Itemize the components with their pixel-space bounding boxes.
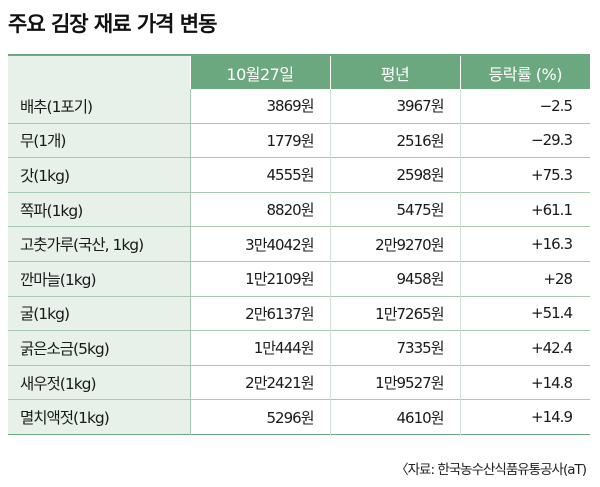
change-rate: +75.3 <box>459 157 590 193</box>
price-average: 1만7265원 <box>329 295 460 331</box>
price-average: 1만9527원 <box>329 364 460 400</box>
change-rate: +61.1 <box>459 191 590 227</box>
table-row: 굴(1kg) 2만6137원 1만7265원 +51.4 <box>8 295 590 331</box>
change-rate: +42.4 <box>459 330 590 366</box>
price-average: 2516원 <box>329 122 460 158</box>
item-name: 고춧가루(국산, 1kg) <box>8 226 190 262</box>
item-name: 갓(1kg) <box>8 157 190 193</box>
price-oct27: 5296원 <box>189 399 330 435</box>
price-average: 4610원 <box>329 399 460 435</box>
table-row: 쪽파(1kg) 8820원 5475원 +61.1 <box>8 191 590 227</box>
table-row: 새우젓(1kg) 2만2421원 1만9527원 +14.8 <box>8 364 590 400</box>
price-oct27: 3만4042원 <box>189 226 330 262</box>
price-oct27: 1779원 <box>189 122 330 158</box>
price-average: 5475원 <box>329 191 460 227</box>
item-name: 배추(1포기) <box>8 89 190 124</box>
price-average: 2만9270원 <box>329 226 460 262</box>
price-average: 2598원 <box>329 157 460 193</box>
table-row: 배추(1포기) 3869원 3967원 −2.5 <box>8 89 590 124</box>
change-rate: −29.3 <box>459 122 590 158</box>
table-row: 무(1개) 1779원 2516원 −29.3 <box>8 122 590 158</box>
item-name: 굵은소금(5kg) <box>8 330 190 366</box>
page-title: 주요 김장 재료 가격 변동 <box>8 12 217 36</box>
table-row: 갓(1kg) 4555원 2598원 +75.3 <box>8 157 590 193</box>
change-rate: −2.5 <box>459 89 590 124</box>
source-note: 〈자료: 한국농수산식품유통공사(aT) <box>395 462 587 478</box>
header-change-rate: 등락률 (%) <box>459 55 590 89</box>
table-row: 굵은소금(5kg) 1만444원 7335원 +42.4 <box>8 330 590 366</box>
item-name: 새우젓(1kg) <box>8 364 190 400</box>
price-oct27: 3869원 <box>189 89 330 124</box>
change-rate: +14.9 <box>459 399 590 435</box>
change-rate: +51.4 <box>459 295 590 331</box>
price-table: 10월27일 평년 등락률 (%) 배추(1포기) 3869원 3967원 −2… <box>8 54 590 435</box>
price-oct27: 8820원 <box>189 191 330 227</box>
item-name: 굴(1kg) <box>8 295 190 331</box>
item-name: 멸치액젓(1kg) <box>8 399 190 435</box>
header-oct27: 10월27일 <box>189 55 330 89</box>
change-rate: +16.3 <box>459 226 590 262</box>
price-oct27: 2만6137원 <box>189 295 330 331</box>
price-oct27: 4555원 <box>189 157 330 193</box>
change-rate: +14.8 <box>459 364 590 400</box>
price-average: 7335원 <box>329 330 460 366</box>
price-oct27: 1만2109원 <box>189 260 330 297</box>
price-oct27: 1만444원 <box>189 330 330 366</box>
table-row: 고춧가루(국산, 1kg) 3만4042원 2만9270원 +16.3 <box>8 226 590 262</box>
price-average: 3967원 <box>329 89 460 124</box>
item-name: 무(1개) <box>8 122 190 158</box>
price-average: 9458원 <box>329 260 460 297</box>
header-average: 평년 <box>329 55 460 89</box>
table-row: 깐마늘(1kg) 1만2109원 9458원 +28 <box>8 260 590 297</box>
price-oct27: 2만2421원 <box>189 364 330 400</box>
table-header-row: 10월27일 평년 등락률 (%) <box>8 55 590 89</box>
table-row: 멸치액젓(1kg) 5296원 4610원 +14.9 <box>8 399 590 435</box>
item-name: 쪽파(1kg) <box>8 191 190 227</box>
header-item <box>8 55 190 89</box>
item-name: 깐마늘(1kg) <box>8 260 190 297</box>
change-rate: +28 <box>459 260 590 297</box>
